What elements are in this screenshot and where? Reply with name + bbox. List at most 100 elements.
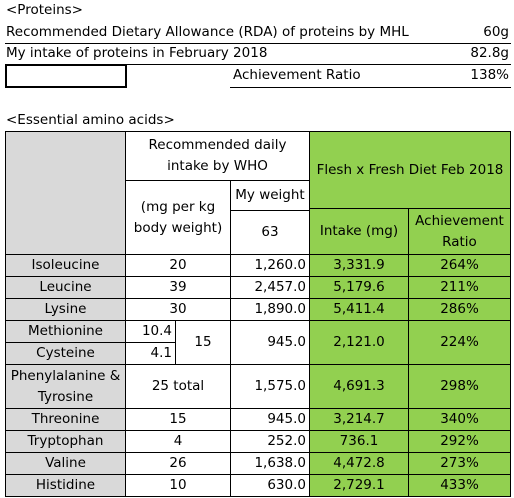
- cell-text: Achievement Ratio: [415, 212, 504, 250]
- cell-text: 340%: [440, 411, 479, 427]
- cell-text: Cysteine: [36, 345, 95, 361]
- cell-text: 292%: [440, 433, 479, 449]
- cell-text: 26: [169, 455, 187, 471]
- table-cell: Histidine: [5, 474, 126, 497]
- table-cell: Isoleucine: [5, 254, 126, 277]
- cell-text: 4: [173, 433, 183, 449]
- ratio-label: Achievement Ratio: [233, 67, 361, 83]
- table-cell: Recommended daily intake by WHO: [125, 131, 310, 181]
- table-cell: 5,179.6: [309, 276, 409, 299]
- section-title: <Proteins>: [6, 2, 83, 18]
- selected-cell: [5, 64, 127, 88]
- cell-text: 945.0: [267, 334, 306, 350]
- table-cell: 340%: [408, 408, 511, 431]
- table-cell: Threonine: [5, 408, 126, 431]
- table-cell: 252.0: [230, 430, 310, 453]
- table-cell: 10: [125, 474, 231, 497]
- cell-text: Isoleucine: [31, 257, 100, 273]
- table-cell: Flesh x Fresh Diet Feb 2018: [309, 131, 511, 209]
- section-title: <Essential amino acids>: [6, 112, 175, 128]
- cell-text: Tryptophan: [27, 433, 104, 449]
- table-cell: Phenylalanine & Tyrosine: [5, 364, 126, 409]
- cell-text: 4,472.8: [333, 455, 385, 471]
- cell-text: 39: [169, 279, 187, 295]
- cell-text: 1,260.0: [254, 257, 306, 273]
- table-cell: 273%: [408, 452, 511, 475]
- table-cell: Tryptophan: [5, 430, 126, 453]
- cell-text: 433%: [440, 477, 479, 493]
- cell-text: Phenylalanine & Tyrosine: [10, 367, 121, 405]
- cell-text: 3,214.7: [333, 411, 385, 427]
- table-cell: 15: [125, 408, 231, 431]
- table-cell: 1,575.0: [230, 364, 310, 409]
- table-cell: 63: [230, 210, 310, 255]
- table-cell: 286%: [408, 298, 511, 321]
- table-cell: 211%: [408, 276, 511, 299]
- table-cell: 39: [125, 276, 231, 299]
- table-cell: Valine: [5, 452, 126, 475]
- table-cell: 25 total: [125, 364, 231, 409]
- ratio-value: 138%: [470, 67, 509, 83]
- cell-text: (mg per kg body weight): [133, 198, 223, 236]
- cell-text: 945.0: [267, 411, 306, 427]
- cell-text: 30: [169, 301, 187, 317]
- cell-text: 4,691.3: [333, 378, 385, 394]
- table-cell: 5,411.4: [309, 298, 409, 321]
- cell-text: My weight: [235, 187, 305, 203]
- table-cell: 20: [125, 254, 231, 277]
- table-cell: 10.4: [125, 320, 176, 343]
- cell-text: 630.0: [267, 477, 306, 493]
- table-cell: 30: [125, 298, 231, 321]
- table-cell: 298%: [408, 364, 511, 409]
- row-value: 60g: [483, 24, 509, 40]
- table-cell: 292%: [408, 430, 511, 453]
- table-cell: Lysine: [5, 298, 126, 321]
- cell-text: 264%: [440, 257, 479, 273]
- table-cell: Intake (mg): [309, 208, 409, 255]
- cell-text: Valine: [45, 455, 86, 471]
- table-cell: 945.0: [230, 320, 310, 365]
- table-cell: My weight: [230, 180, 310, 211]
- cell-text: 298%: [440, 378, 479, 394]
- cell-text: Methionine: [28, 323, 103, 339]
- table-cell: 224%: [408, 320, 511, 365]
- table-cell: 630.0: [230, 474, 310, 497]
- cell-text: 1,575.0: [254, 378, 306, 394]
- table-cell: 2,457.0: [230, 276, 310, 299]
- cell-text: 2,121.0: [333, 334, 385, 350]
- table-cell: 264%: [408, 254, 511, 277]
- cell-text: 15: [194, 334, 212, 350]
- cell-text: 273%: [440, 455, 479, 471]
- row-value: 82.8g: [470, 45, 509, 61]
- table-cell: 15: [175, 320, 231, 365]
- underline: [230, 87, 511, 88]
- cell-text: 736.1: [339, 433, 379, 449]
- table-cell: 1,260.0: [230, 254, 310, 277]
- table-cell: 3,331.9: [309, 254, 409, 277]
- cell-text: Lysine: [44, 301, 87, 317]
- row-label: My intake of proteins in February 2018: [6, 45, 268, 61]
- cell-text: 63: [261, 224, 279, 240]
- cell-text: Flesh x Fresh Diet Feb 2018: [316, 161, 504, 178]
- cell-text: 10: [169, 477, 187, 493]
- table-cell: (mg per kg body weight): [125, 180, 231, 255]
- underline: [5, 43, 511, 44]
- cell-text: 1,638.0: [254, 455, 306, 471]
- table-cell: Cysteine: [5, 342, 126, 365]
- cell-text: Threonine: [31, 411, 100, 427]
- cell-text: 1,890.0: [254, 301, 306, 317]
- cell-text: Leucine: [39, 279, 92, 295]
- table-cell: 1,638.0: [230, 452, 310, 475]
- cell-text: Intake (mg): [319, 223, 399, 239]
- cell-text: 4.1: [150, 345, 172, 361]
- table-cell: 1,890.0: [230, 298, 310, 321]
- table-cell: 2,121.0: [309, 320, 409, 365]
- table-cell: 945.0: [230, 408, 310, 431]
- table-cell: Leucine: [5, 276, 126, 299]
- cell-text: 20: [169, 257, 187, 273]
- cell-text: 5,179.6: [333, 279, 385, 295]
- cell-text: 211%: [440, 279, 479, 295]
- cell-text: 25 total: [151, 378, 205, 394]
- table-cell: 26: [125, 452, 231, 475]
